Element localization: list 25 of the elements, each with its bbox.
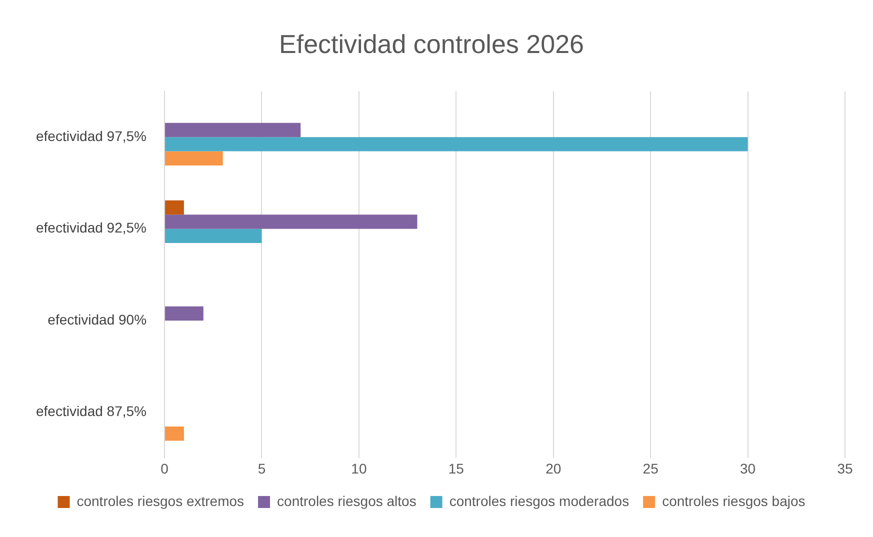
- x-tick-label: 0: [160, 460, 169, 476]
- x-tick-label: 10: [351, 460, 367, 476]
- bar: [165, 228, 262, 244]
- bar: [165, 200, 184, 215]
- y-tick-label: efectividad 92,5%: [36, 220, 147, 236]
- x-tick-label: 15: [448, 460, 464, 476]
- x-tick-label: 5: [258, 460, 266, 476]
- x-tick-label: 25: [642, 460, 659, 476]
- x-tick-label: 30: [740, 460, 756, 476]
- bar: [165, 214, 418, 229]
- y-tick-label: efectividad 97,5%: [36, 128, 147, 144]
- x-tick-label: 20: [546, 460, 562, 476]
- bar: [165, 151, 223, 166]
- legend-label: controles riesgos extremos: [76, 492, 244, 509]
- legend-label: controles riesgos bajos: [662, 492, 806, 509]
- chart-title: Efectividad controles 2026: [279, 28, 584, 59]
- bar: [165, 137, 748, 152]
- y-tick-label: efectividad 90%: [48, 311, 147, 328]
- x-tick-label: 35: [837, 460, 853, 476]
- legend-label: controles riesgos altos: [277, 492, 416, 509]
- legend-label: controles riesgos moderados: [449, 492, 630, 509]
- bar: [165, 306, 204, 321]
- y-tick-label: efectividad 87,5%: [36, 403, 147, 420]
- bar: [165, 426, 184, 441]
- bar: [165, 122, 301, 138]
